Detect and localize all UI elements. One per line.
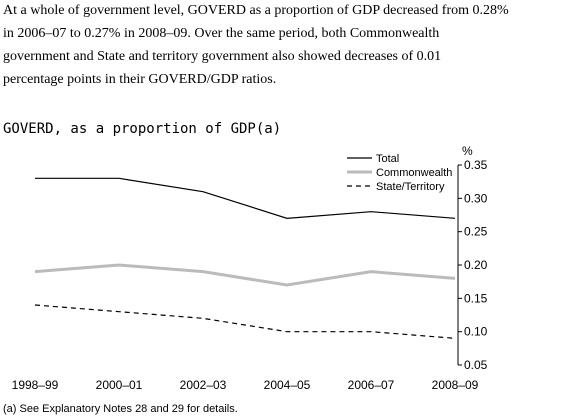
- legend-label: Total: [376, 153, 399, 165]
- x-tick-label: 2000–01: [96, 378, 143, 392]
- x-tick-label: 2002–03: [180, 378, 227, 392]
- y-tick-label: 0.05: [464, 358, 488, 372]
- y-tick-label: 0.30: [464, 191, 488, 205]
- chart-title: GOVERD, as a proportion of GDP(a): [3, 121, 281, 137]
- y-tick-label: 0.35: [464, 158, 488, 172]
- paragraph-line: government and State and territory gover…: [3, 49, 441, 64]
- series-line: [35, 177, 456, 219]
- legend-label: Commonwealth: [376, 167, 452, 179]
- paragraph-line: in 2006–07 to 0.27% in 2008–09. Over the…: [3, 26, 439, 41]
- series-line: [34, 304, 456, 339]
- y-axis-label: %: [462, 144, 473, 158]
- y-tick-label: 0.15: [464, 291, 488, 305]
- footnote: (a) See Explanatory Notes 28 and 29 for …: [3, 403, 238, 415]
- paragraph-line: percentage points in their GOVERD/GDP ra…: [3, 72, 276, 87]
- x-tick-label: 2004–05: [264, 378, 311, 392]
- x-tick-label: 2006–07: [348, 378, 395, 392]
- legend-label: State/Territory: [376, 181, 445, 193]
- y-tick-label: 0.10: [464, 325, 488, 339]
- series-line: [34, 263, 456, 287]
- x-tick-label: 2008–09: [432, 378, 479, 392]
- y-tick-label: 0.20: [464, 258, 488, 272]
- paragraph-line: At a whole of government level, GOVERD a…: [3, 3, 509, 18]
- y-tick-label: 0.25: [464, 225, 488, 239]
- x-tick-label: 1998–99: [12, 378, 59, 392]
